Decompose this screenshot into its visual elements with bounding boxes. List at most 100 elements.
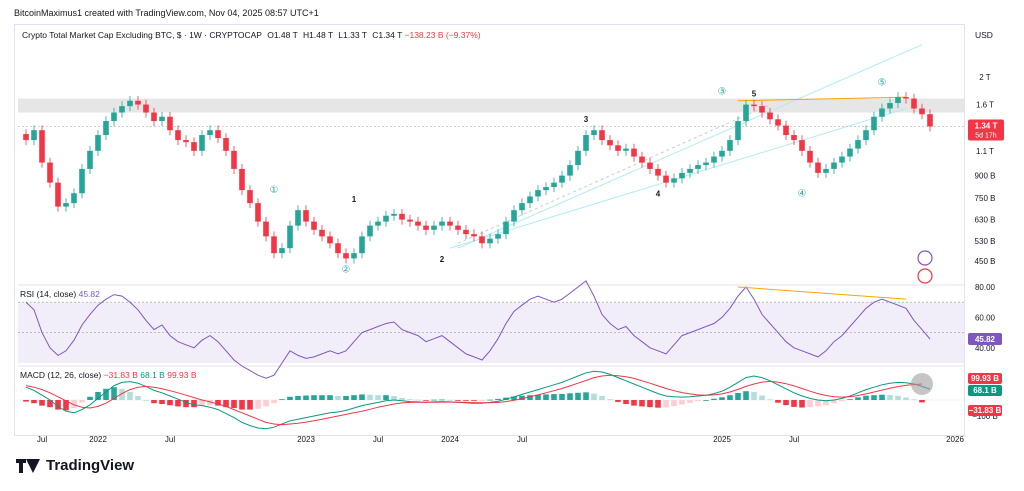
candle xyxy=(759,106,765,113)
candle xyxy=(455,225,461,230)
macd-title[interactable]: MACD (12, 26, close) xyxy=(20,370,102,380)
macd-histogram-bar xyxy=(767,399,773,401)
macd-histogram-bar xyxy=(23,400,29,402)
candle xyxy=(703,162,709,166)
macd-histogram-bar xyxy=(119,388,125,400)
candle xyxy=(863,130,869,141)
symbol-title[interactable]: Crypto Total Market Cap Excluding BTC, $… xyxy=(22,30,262,40)
last-price-badge xyxy=(968,119,1004,141)
candle xyxy=(431,225,437,230)
rsi-title[interactable]: RSI (14, close) xyxy=(20,289,77,299)
candle xyxy=(463,229,469,235)
candle xyxy=(911,98,917,109)
candle xyxy=(335,243,341,254)
macd-histogram-bar xyxy=(663,400,669,408)
macd-histogram-bar xyxy=(135,396,141,400)
candle xyxy=(767,112,773,120)
candle xyxy=(255,203,261,222)
last-price-countdown: 5d 17h xyxy=(975,132,997,139)
tradingview-logo[interactable]: TradingView xyxy=(16,457,134,474)
candle xyxy=(111,112,117,122)
candle xyxy=(223,138,229,151)
wave-circle-label-5: ⑤ xyxy=(878,78,887,89)
candle xyxy=(39,130,45,163)
time-axis-tick: Jul xyxy=(373,435,383,444)
candle xyxy=(735,121,741,141)
macd-histogram-bar xyxy=(167,400,173,406)
macd-histogram-bar xyxy=(807,400,813,408)
macd-histogram-bar xyxy=(671,400,677,407)
candle xyxy=(583,135,589,151)
wave-label-1: 1 xyxy=(352,195,357,204)
wave-guide xyxy=(457,104,771,244)
candle xyxy=(783,125,789,136)
candle xyxy=(655,168,661,176)
candle xyxy=(511,210,517,222)
macd-histogram-bar xyxy=(559,393,565,400)
macd-histogram-bar xyxy=(295,396,301,400)
macd-histogram-bar xyxy=(839,400,845,402)
candle xyxy=(711,156,717,163)
macd-histogram-bar xyxy=(879,394,885,400)
wave-label-2: 2 xyxy=(440,255,445,264)
macd-histogram-bar xyxy=(239,400,245,410)
macd-histogram-bar xyxy=(911,399,917,401)
macd-histogram-bar xyxy=(391,396,397,400)
candle xyxy=(271,236,277,254)
macd-histogram-bar xyxy=(799,400,805,408)
macd-histogram-bar xyxy=(399,397,405,400)
candle xyxy=(239,168,245,191)
candle xyxy=(623,148,629,151)
macd-histogram-bar xyxy=(847,399,853,400)
macd-hist-value: −31.83 B xyxy=(103,370,138,380)
candle xyxy=(367,225,373,237)
macd-histogram-bar xyxy=(311,395,317,400)
macd-histogram-bar xyxy=(95,392,101,400)
macd-histogram-bar xyxy=(199,400,205,406)
candle xyxy=(615,145,621,151)
macd-histogram-bar xyxy=(279,399,285,400)
macd-line-label: 68.1 B xyxy=(973,386,997,395)
candle xyxy=(903,97,909,99)
macd-histogram-bar xyxy=(79,400,85,403)
macd-histogram-bar xyxy=(71,400,77,408)
macd-histogram-bar xyxy=(647,400,653,408)
candle xyxy=(287,225,293,249)
macd-signal-value: 99.93 B xyxy=(167,370,197,380)
time-axis-tick: 2024 xyxy=(441,435,459,444)
macd-histogram-bar xyxy=(887,395,893,400)
macd-histogram-bar xyxy=(583,392,589,400)
macd-signal-label: 99.93 B xyxy=(971,374,999,383)
candle xyxy=(695,165,701,169)
chart-frame xyxy=(14,24,965,436)
macd-histogram-bar xyxy=(63,400,69,411)
macd-histogram-bar xyxy=(743,391,749,400)
candle xyxy=(151,112,157,122)
macd-histogram-label: −31.83 B xyxy=(969,406,1002,415)
time-axis-tick: 2026 xyxy=(946,435,964,444)
macd-histogram-bar xyxy=(687,400,693,403)
macd-histogram-bar xyxy=(783,400,789,406)
macd-histogram-bar xyxy=(759,395,765,400)
time-axis-tick: 2022 xyxy=(89,435,107,444)
macd-histogram-bar xyxy=(831,400,837,404)
candle xyxy=(343,253,349,259)
time-axis-tick: 2023 xyxy=(297,435,315,444)
candle xyxy=(815,162,821,173)
candle xyxy=(279,248,285,254)
candle xyxy=(591,130,597,136)
macd-histogram-bar xyxy=(863,395,869,400)
macd-line xyxy=(25,370,931,430)
macd-histogram-bar xyxy=(303,395,309,400)
candle xyxy=(895,97,901,104)
macd-histogram-bar xyxy=(383,395,389,400)
macd-histogram-bar xyxy=(247,400,253,410)
rsi-legend: RSI (14, close) 45.82 xyxy=(20,289,100,299)
macd-histogram-bar xyxy=(535,394,541,400)
currency-label[interactable]: USD xyxy=(975,30,993,40)
macd-histogram-badge xyxy=(968,405,1002,416)
macd-histogram-bar xyxy=(607,399,613,400)
macd-histogram-bar xyxy=(527,395,533,400)
candle xyxy=(47,162,53,183)
